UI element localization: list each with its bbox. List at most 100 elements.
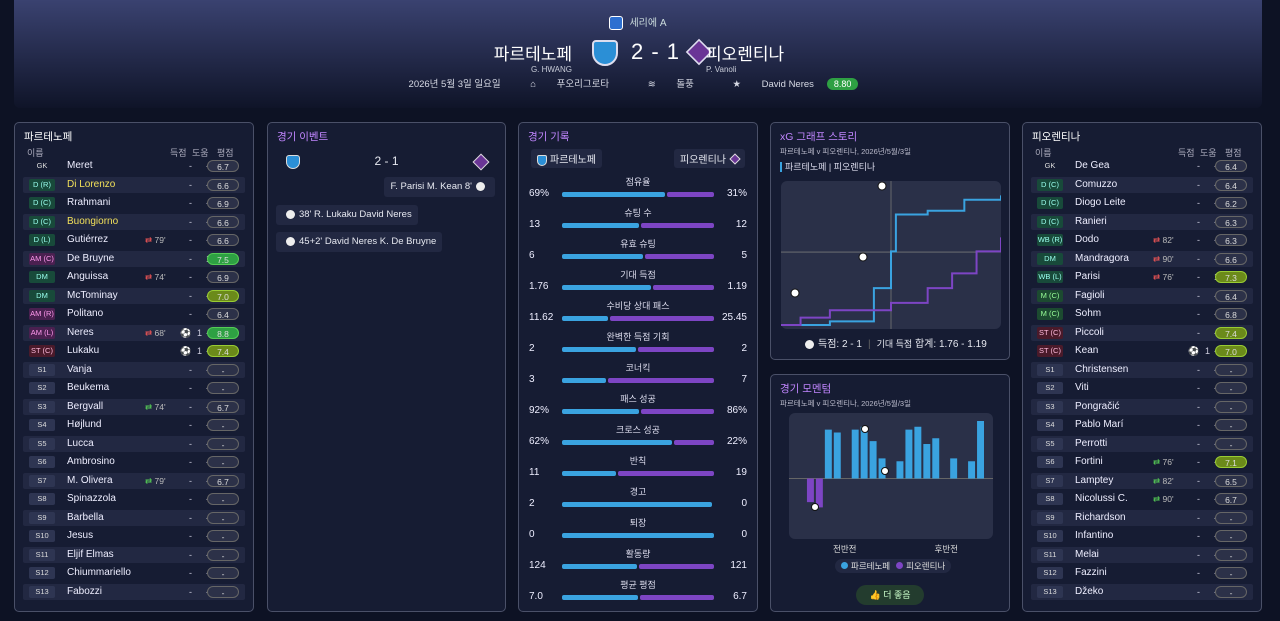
momentum-home-bar xyxy=(914,426,922,479)
home-lineup-title: 파르테노페 xyxy=(24,131,73,143)
player-row[interactable]: D (C)Diogo Leite--6.2 xyxy=(1031,195,1253,212)
player-goals: - xyxy=(1197,327,1200,338)
player-rating: 6.4 xyxy=(207,308,239,320)
away-lineup-panel: 피오렌티나 이름 득점 도움 평점 GK De Gea - - 6.4 D (C) Comu… xyxy=(1022,122,1262,612)
player-row[interactable]: M (C)Sohm--6.8 xyxy=(1031,306,1253,323)
player-row[interactable]: AM (L)Neres⇄ 68'⚽1-8.8 xyxy=(23,324,245,341)
player-row[interactable]: ST (C)Piccoli--7.4 xyxy=(1031,324,1253,341)
momentum-home-bar xyxy=(923,444,931,479)
player-name: Meret xyxy=(67,160,93,171)
xg-goal-marker[interactable] xyxy=(790,288,800,298)
xg-goal-marker[interactable] xyxy=(858,252,868,262)
man-of-the-match[interactable]: ★ David Neres 8.80 xyxy=(723,78,867,90)
momentum-goal-marker[interactable] xyxy=(881,467,889,475)
event-item[interactable]: 38' R. Lukaku David Neres xyxy=(276,205,418,225)
player-row[interactable]: D (C)Buongiorno--6.6 xyxy=(23,213,245,230)
home-team-name[interactable]: 파르테노페 G. HWANG xyxy=(493,45,572,74)
player-row[interactable]: D (L)Gutiérrez⇄ 79'--6.6 xyxy=(23,232,245,249)
player-row[interactable]: D (R)Di Lorenzo--6.6 xyxy=(23,176,245,193)
stat-home-value: 2 xyxy=(529,343,535,354)
xg-goal-marker[interactable] xyxy=(877,181,887,191)
substitution: ⇄ 79' xyxy=(145,475,166,486)
player-row[interactable]: D (C)Rrahmani--6.9 xyxy=(23,195,245,212)
away-team-name[interactable]: 피오렌티나 P. Vanoli xyxy=(706,45,785,74)
player-rating: - xyxy=(207,530,239,542)
player-row[interactable]: AM (C)De Bruyne-17.5 xyxy=(23,250,245,267)
stat-away-value: 6.7 xyxy=(733,591,747,602)
player-goals: - xyxy=(1197,272,1200,282)
stats-away-team[interactable]: 피오렌티나 xyxy=(674,149,745,168)
player-row[interactable]: S7M. Olivera⇄ 79'--6.7 xyxy=(23,472,245,489)
player-row[interactable]: ST (C)Lukaku⚽1-7.4 xyxy=(23,343,245,360)
player-rating: - xyxy=(1215,382,1247,394)
momentum-goal-marker[interactable] xyxy=(811,503,819,511)
event-item[interactable]: F. Parisi M. Kean 8' xyxy=(384,177,495,197)
player-goals: - xyxy=(189,586,192,597)
competition[interactable]: 세리에 A xyxy=(14,14,1262,31)
player-row[interactable]: WB (R)Dodo⇄ 82'--6.3 xyxy=(1031,232,1253,249)
substitution: ⇄ 74' xyxy=(145,401,166,412)
stats-home-team[interactable]: 파르테노페 xyxy=(531,149,602,168)
player-goals: - xyxy=(189,161,192,171)
player-name: Buongiorno xyxy=(67,215,119,227)
momentum-goal-marker[interactable] xyxy=(861,425,869,433)
stat-label: 경고 xyxy=(629,487,647,497)
player-row[interactable]: AM (R)Politano--6.4 xyxy=(23,306,245,323)
position-badge: AM (R) xyxy=(29,308,55,320)
player-row[interactable]: D (C)Comuzzo--6.4 xyxy=(1031,176,1253,193)
player-row[interactable]: D (C)Ranieri--6.3 xyxy=(1031,213,1253,230)
event-item[interactable]: 45+2' David Neres K. De Bruyne xyxy=(276,232,443,252)
match-date: 2026년 5월 3일 일요일 xyxy=(408,79,501,90)
player-row[interactable]: ST (C)Kean⚽1-7.0 xyxy=(1031,343,1253,360)
xg-chart[interactable] xyxy=(781,181,1001,329)
position-badge: D (R) xyxy=(29,178,55,191)
substitution-icon: ⇄ xyxy=(1153,457,1161,467)
stat-label: 패스 성공 xyxy=(620,394,656,404)
position-badge: GK xyxy=(36,161,48,170)
player-row[interactable]: M (C)Fagioli--6.4 xyxy=(1031,287,1253,304)
player-row[interactable]: WB (L)Parisi⇄ 76'-17.3 xyxy=(1031,269,1253,286)
stat-row: 활동량 124 121 xyxy=(519,547,757,578)
player-name: Infantino xyxy=(1075,530,1114,541)
stat-away-value: 2 xyxy=(741,343,747,354)
player-name: Fabozzi xyxy=(67,585,103,597)
player-rating: - xyxy=(1215,567,1247,579)
momentum-chart[interactable] xyxy=(789,413,993,539)
stat-home-bar xyxy=(562,223,639,228)
player-goals: - xyxy=(189,216,192,227)
player-rating: - xyxy=(207,437,239,450)
xg-story-panel: xG 그래프 스토리 파르테노페 v 피오렌티나, 2026년/5월/3일 파르… xyxy=(770,122,1010,360)
more-button[interactable]: 👍 더 좋음 xyxy=(856,585,924,605)
player-rating: - xyxy=(207,456,239,468)
